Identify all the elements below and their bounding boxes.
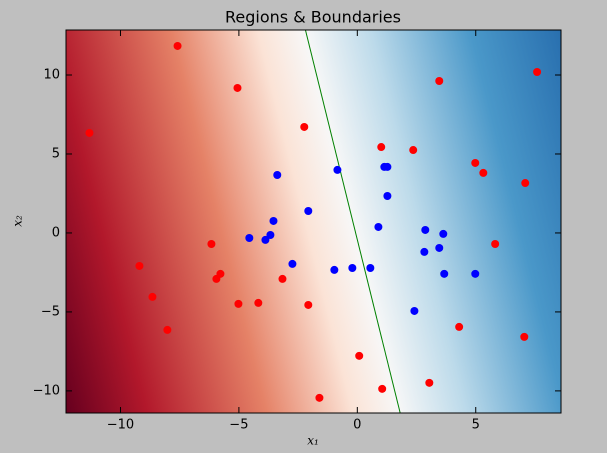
y-axis-label: x₂ (11, 215, 25, 227)
data-point (425, 378, 434, 387)
data-point (409, 146, 418, 155)
decision-boundary (304, 30, 401, 413)
data-point (300, 122, 309, 131)
data-point (273, 170, 282, 179)
data-point (455, 322, 464, 331)
data-point (420, 247, 429, 256)
data-point (533, 68, 542, 77)
x-tick-label: 5 (472, 418, 480, 433)
y-tick-label: 5 (52, 146, 60, 161)
data-point (135, 261, 144, 270)
data-point (163, 325, 172, 334)
data-point (266, 231, 275, 240)
data-point (439, 229, 448, 238)
data-point (254, 298, 263, 307)
data-point (374, 222, 383, 231)
data-point (212, 274, 221, 283)
data-point (471, 269, 480, 278)
data-point (234, 299, 243, 308)
data-point (269, 216, 278, 225)
data-point (521, 179, 530, 188)
data-point (173, 41, 182, 50)
data-point (245, 234, 254, 243)
y-tick-label: 0 (52, 225, 60, 240)
plot-area (85, 30, 542, 413)
data-point (491, 240, 500, 249)
data-point (333, 165, 342, 174)
data-point (330, 265, 339, 274)
y-tick-label: −10 (33, 383, 60, 398)
data-point (479, 168, 488, 177)
data-point (355, 351, 364, 360)
data-point (435, 243, 444, 252)
data-point (288, 259, 297, 268)
data-point (366, 264, 375, 273)
data-point (207, 240, 216, 249)
x-tick-label: −10 (107, 418, 134, 433)
data-point (378, 384, 387, 393)
data-point (85, 128, 94, 137)
data-point (520, 332, 529, 341)
data-point (304, 206, 313, 215)
x-tick-label: −5 (229, 418, 248, 433)
data-point (148, 292, 157, 301)
background-field (66, 30, 561, 413)
x-tick-label: 0 (353, 418, 361, 433)
x-axis-label: x₁ (307, 434, 319, 448)
data-point (440, 269, 449, 278)
axes-frame (65, 29, 562, 414)
data-point (421, 225, 430, 234)
y-tick-label: 10 (43, 68, 60, 83)
data-point (383, 191, 392, 200)
data-point (278, 274, 287, 283)
data-point (383, 162, 392, 171)
data-point (315, 393, 324, 402)
data-point (377, 143, 386, 152)
data-point (261, 235, 270, 244)
y-tick-label: −5 (41, 304, 60, 319)
data-point (233, 83, 242, 92)
chart-title: Regions & Boundaries (225, 8, 401, 27)
data-point (304, 300, 313, 309)
data-point (410, 306, 419, 315)
data-point (348, 264, 357, 273)
data-point (435, 77, 444, 86)
data-point (471, 158, 480, 167)
